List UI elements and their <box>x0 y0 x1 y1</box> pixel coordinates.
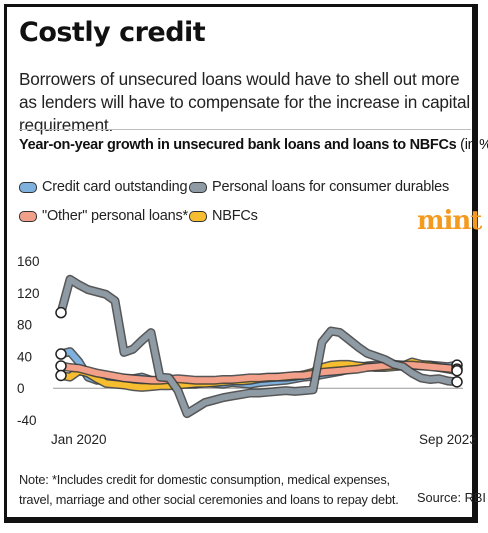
legend-swatch-nbfc <box>189 210 207 222</box>
end-point-personal-consumer-durables <box>451 376 463 388</box>
chart-title-text: Year-on-year growth in unsecured bank lo… <box>19 137 457 153</box>
divider <box>19 129 471 130</box>
y-tick-label: 0 <box>17 381 25 396</box>
x-tick-label-end: Sep 2023 <box>419 432 475 447</box>
start-point-other-personal <box>55 360 67 372</box>
legend-label-other-personal: "Other" personal loans* <box>42 208 188 224</box>
series-line-personal-consumer-durables <box>58 276 460 417</box>
page-title: Costly credit <box>19 17 206 48</box>
start-point-personal-consumer-durables <box>55 306 67 319</box>
legend-item-credit-card: Credit card outstanding <box>19 179 188 195</box>
legend-label-consumer-durables: Personal loans for consumer durables <box>212 179 450 195</box>
subtitle: Borrowers of unsecured loans would have … <box>19 69 470 135</box>
legend-swatch-credit-card <box>19 181 37 193</box>
end-point-nbfc <box>451 364 463 377</box>
legend-swatch-consumer-durables <box>189 181 207 193</box>
legend-item-nbfc: NBFCs <box>189 208 258 224</box>
brand-logo: mint <box>417 206 482 236</box>
line-chart: 160 120 80 40 0 -40 Jan 2020 Sep 2023 <box>17 254 475 447</box>
chart-title: Year-on-year growth in unsecured bank lo… <box>19 137 488 153</box>
x-tick-label-start: Jan 2020 <box>51 432 107 447</box>
y-tick-label: 160 <box>17 254 40 269</box>
y-tick-label: 120 <box>17 286 40 301</box>
legend-label-nbfc: NBFCs <box>212 208 258 224</box>
legend-label-credit-card: Credit card outstanding <box>42 179 188 195</box>
y-tick-label: -40 <box>17 413 37 428</box>
legend-item-consumer-durables: Personal loans for consumer durables <box>189 179 449 195</box>
y-tick-label: 80 <box>17 318 32 333</box>
footnote: Note: *Includes credit for domestic cons… <box>19 472 399 507</box>
legend-swatch-other-personal <box>19 210 37 222</box>
chart-title-unit: (in %) <box>460 137 488 153</box>
start-point-nbfc <box>55 369 67 382</box>
infographic-card: Costly credit Borrowers of unsecured loa… <box>4 4 488 523</box>
start-point-credit-card <box>55 348 67 360</box>
source-credit: Source: RBI <box>417 490 486 505</box>
legend-item-other-personal: "Other" personal loans* <box>19 208 188 224</box>
y-tick-label: 40 <box>17 349 32 364</box>
